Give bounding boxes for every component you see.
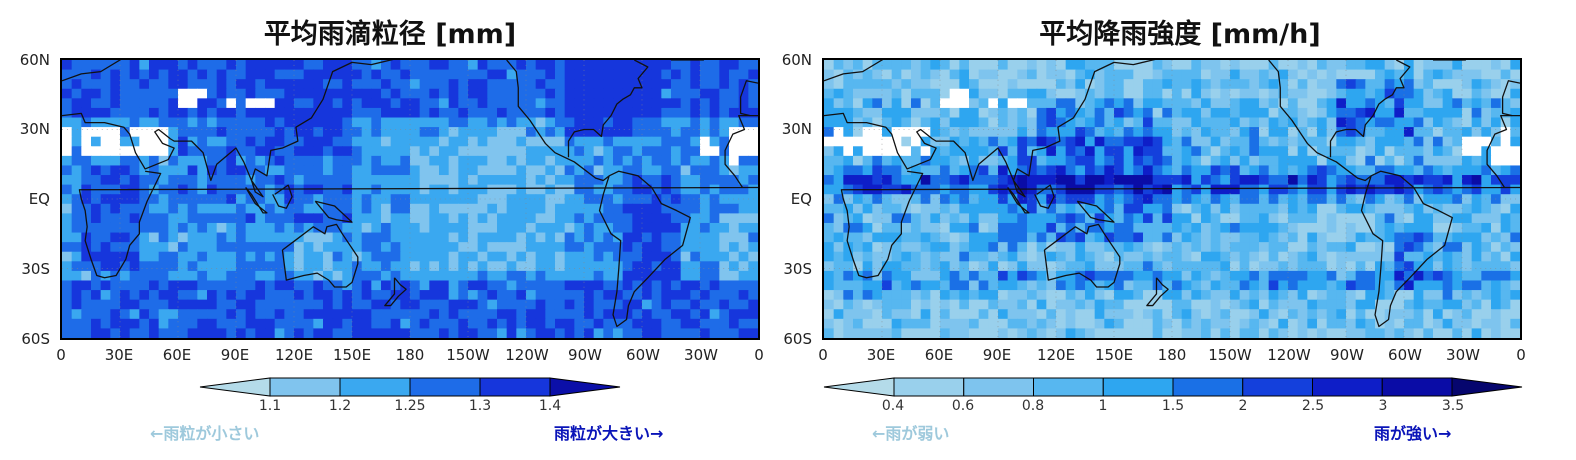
lon-label-90e: 90E [982, 346, 1012, 364]
colorbar-tick: 2 [1238, 398, 1248, 414]
colorbar-tick: 3.5 [1441, 398, 1465, 414]
raindrop-size-map [60, 58, 760, 340]
lat-label-60n: 60N [781, 51, 812, 69]
colorbar-tick: 1.5 [1161, 398, 1185, 414]
lat-label-60s: 60S [783, 330, 812, 348]
colorbar-tick: 1 [1098, 398, 1108, 414]
lon-label-120e: 120E [274, 346, 314, 364]
hint-weak-rain: ←雨が弱い [872, 424, 950, 443]
lon-label-30w: 30W [1446, 346, 1480, 364]
rain-rate-map [822, 58, 1522, 340]
colorbar-tick: 0.6 [951, 398, 975, 414]
rain-rate-panel: 平均降雨強度 [mm/h] 60N 30N EQ 30S 60S 0 30E 6… [780, 0, 1576, 460]
lat-label-30n: 30N [19, 120, 50, 138]
lon-label-90w: 90W [1330, 346, 1364, 364]
lon-label-150w: 150W [1208, 346, 1252, 364]
lon-label-60w: 60W [1388, 346, 1422, 364]
colorbar-tick: 1.3 [468, 398, 492, 414]
lon-label-150w: 150W [446, 346, 490, 364]
lon-label-150e: 150E [332, 346, 372, 364]
hint-large-drops: 雨粒が大きい→ [554, 424, 664, 443]
map-title: 平均雨滴粒径 [mm] [263, 19, 517, 50]
lat-label-60s: 60S [21, 330, 50, 348]
lon-label-150e: 150E [1094, 346, 1134, 364]
colorbar-tick: 1.4 [538, 398, 562, 414]
colorbar-tick: 2.5 [1301, 398, 1325, 414]
lon-label-120w: 120W [1267, 346, 1311, 364]
lon-label-0-end: 0 [754, 346, 764, 364]
colorbar-tick: 0.8 [1021, 398, 1045, 414]
lon-label-0: 0 [818, 346, 828, 364]
lon-label-90e: 90E [220, 346, 250, 364]
lon-label-180: 180 [1157, 346, 1187, 364]
lon-label-30e: 30E [104, 346, 134, 364]
lon-label-60e: 60E [162, 346, 192, 364]
lon-label-30w: 30W [684, 346, 718, 364]
lat-label-eq: EQ [28, 190, 50, 208]
colorbar-tick: 1.25 [394, 398, 426, 414]
lat-label-eq: EQ [790, 190, 812, 208]
colorbar-tick: 1.2 [328, 398, 352, 414]
lon-label-0-end: 0 [1516, 346, 1526, 364]
hint-small-drops: ←雨粒が小さい [150, 424, 260, 443]
lat-label-60n: 60N [19, 51, 50, 69]
colorbar-tick: 1.1 [258, 398, 282, 414]
lon-label-120e: 120E [1036, 346, 1076, 364]
colorbar-tick: 3 [1378, 398, 1388, 414]
map-title: 平均降雨強度 [mm/h] [1039, 19, 1321, 50]
lat-label-30n: 30N [781, 120, 812, 138]
colorbar-tick: 0.4 [881, 398, 905, 414]
lon-label-180: 180 [395, 346, 425, 364]
lat-label-30s: 30S [21, 260, 50, 278]
lon-label-30e: 30E [866, 346, 896, 364]
lon-label-0: 0 [56, 346, 66, 364]
colorbar [199, 377, 621, 397]
lon-label-120w: 120W [505, 346, 549, 364]
lat-label-30s: 30S [783, 260, 812, 278]
hint-strong-rain: 雨が強い→ [1374, 424, 1452, 443]
lon-label-60e: 60E [924, 346, 954, 364]
lon-label-60w: 60W [626, 346, 660, 364]
raindrop-size-panel: 平均雨滴粒径 [mm] 60N 30N EQ 30S 60S 0 30E 60E… [0, 0, 780, 460]
colorbar [823, 377, 1523, 397]
lon-label-90w: 90W [568, 346, 602, 364]
